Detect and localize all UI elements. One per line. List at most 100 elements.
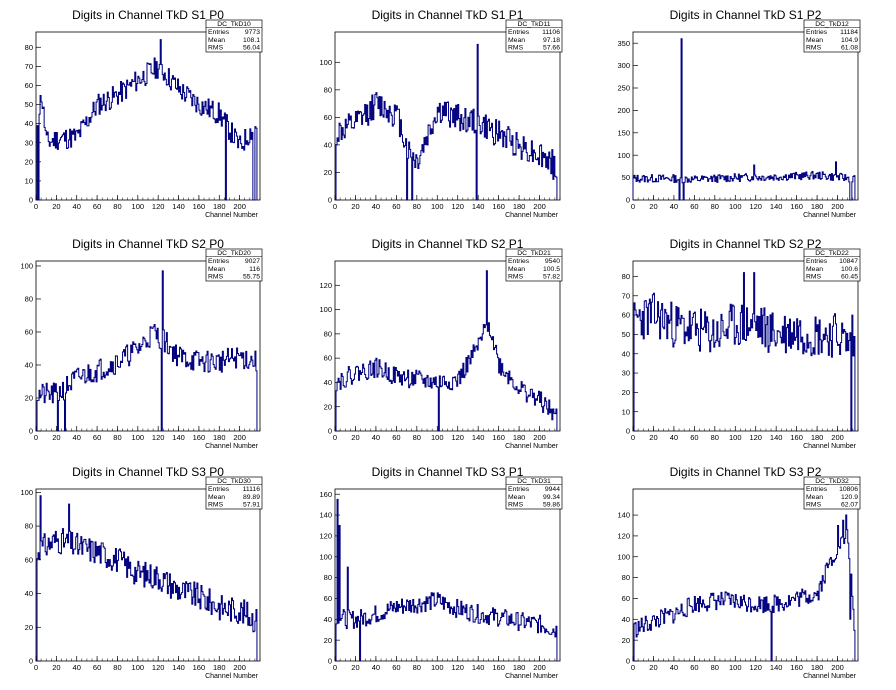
x-tick-label: 20: [351, 202, 359, 211]
stats-label: Mean: [208, 266, 225, 273]
x-tick-label: 60: [93, 202, 101, 211]
stats-box-frame: [803, 248, 861, 282]
y-tick-label: 140: [617, 511, 630, 520]
x-axis-label: Channel Number: [505, 443, 559, 450]
y-tick-label: 60: [25, 555, 33, 564]
stats-name: DC_TkD12: [815, 21, 849, 28]
x-tick-label: 40: [670, 663, 678, 672]
x-tick-label: 100: [431, 663, 444, 672]
y-tick-label: 20: [622, 388, 630, 397]
x-tick-label: 180: [513, 202, 526, 211]
y-tick-label: 60: [622, 311, 630, 320]
y-tick-label: 60: [622, 594, 630, 603]
x-tick-label: 100: [729, 433, 742, 442]
y-tick-label: 350: [617, 39, 630, 48]
y-tick-label: 80: [622, 272, 630, 281]
stats-box-frame: [205, 248, 263, 282]
stats-name: DC_TkD20: [217, 250, 251, 257]
x-tick-label: 200: [233, 433, 246, 442]
x-tick-label: 60: [93, 433, 101, 442]
y-tick-label: 0: [328, 427, 332, 436]
x-tick-label: 200: [233, 663, 246, 672]
plot-title: Digits in Channel TkD S1 P2: [670, 8, 822, 22]
y-tick-label: 100: [617, 151, 630, 160]
x-tick-label: 0: [631, 202, 635, 211]
y-tick-label: 0: [29, 427, 33, 436]
x-axis-label: Channel Number: [803, 443, 857, 450]
stats-name: DC_TkD31: [517, 478, 551, 485]
stats-value: 11106: [542, 29, 560, 36]
stats-value: 55.75: [243, 274, 260, 281]
stats-value: 59.86: [543, 502, 560, 509]
plot-title: Digits in Channel TkD S2 P2: [670, 237, 822, 251]
stats-label: Mean: [806, 494, 823, 501]
stats-label: RMS: [508, 502, 524, 509]
y-tick-label: 40: [324, 141, 332, 150]
x-tick-label: 120: [152, 663, 165, 672]
plot-frame: [334, 31, 561, 201]
x-tick-label: 60: [93, 663, 101, 672]
plot-title: Digits in Channel TkD S3 P1: [372, 465, 524, 479]
x-tick-label: 20: [52, 433, 60, 442]
x-tick-label: 60: [392, 433, 400, 442]
y-tick-label: 20: [324, 168, 332, 177]
x-tick-label: 0: [34, 663, 38, 672]
histogram-series: [36, 495, 258, 662]
y-tick-label: 20: [25, 157, 33, 166]
x-tick-label: 120: [451, 202, 464, 211]
x-tick-label: 140: [770, 202, 783, 211]
y-tick-label: 150: [617, 128, 630, 137]
plot-frame: [334, 260, 561, 432]
stats-label: Entries: [508, 29, 530, 36]
x-tick-label: 100: [729, 663, 742, 672]
y-tick-label: 50: [622, 173, 630, 182]
y-tick-label: 70: [622, 291, 630, 300]
x-tick-label: 100: [431, 433, 444, 442]
x-tick-label: 160: [790, 202, 803, 211]
plot-frame: [632, 488, 859, 662]
stats-box-frame: [205, 476, 263, 510]
y-tick-label: 80: [324, 573, 332, 582]
x-tick-label: 100: [431, 202, 444, 211]
x-tick-label: 40: [670, 433, 678, 442]
stats-label: Entries: [806, 486, 828, 493]
stats-value: 62.07: [841, 502, 858, 509]
y-tick-label: 30: [622, 369, 630, 378]
plot-title: Digits in Channel TkD S1 P1: [372, 8, 524, 22]
stats-label: Mean: [806, 266, 823, 273]
x-tick-label: 140: [172, 663, 185, 672]
x-tick-label: 160: [492, 202, 505, 211]
x-tick-label: 40: [73, 663, 81, 672]
x-tick-label: 140: [472, 663, 485, 672]
stats-box-frame: [505, 476, 563, 510]
y-tick-label: 250: [617, 84, 630, 93]
x-tick-label: 0: [333, 663, 337, 672]
stats-value: 9944: [545, 486, 560, 493]
x-tick-label: 40: [372, 433, 380, 442]
plot-title: Digits in Channel TkD S3 P0: [72, 465, 224, 479]
y-tick-label: 100: [20, 262, 33, 271]
y-tick-label: 50: [622, 330, 630, 339]
histogram-panel-6: Digits in Channel TkD S2 P2 0 20 40 60 80 100 1…: [622, 237, 861, 450]
stats-value: 60.45: [841, 274, 858, 281]
histogram-series: [335, 43, 558, 201]
histogram-panel-2: Digits in Channel TkD S1 P1 0 20 40 60 80 100 1…: [319, 8, 563, 219]
histogram-series: [335, 498, 558, 662]
x-tick-label: 40: [670, 202, 678, 211]
histogram-series: [36, 270, 258, 432]
stats-label: Entries: [806, 258, 828, 265]
y-tick-label: 0: [626, 427, 630, 436]
y-tick-label: 100: [617, 552, 630, 561]
x-axis-label: Channel Number: [803, 212, 857, 219]
y-tick-label: 0: [29, 196, 33, 205]
stats-value: 120.9: [841, 494, 858, 501]
y-tick-label: 0: [328, 196, 332, 205]
stats-label: RMS: [508, 45, 524, 52]
y-tick-label: 20: [25, 394, 33, 403]
x-tick-label: 160: [790, 433, 803, 442]
x-tick-label: 160: [492, 663, 505, 672]
x-tick-label: 0: [34, 433, 38, 442]
